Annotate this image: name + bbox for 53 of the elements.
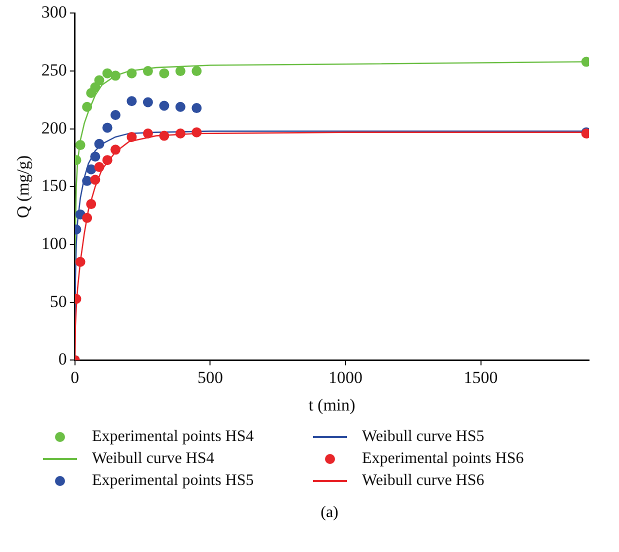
- y-tick-label: 150: [41, 176, 67, 196]
- point: [86, 164, 96, 174]
- legend-label: Experimental points HS4: [92, 428, 254, 446]
- y-tick-label: 50: [50, 292, 67, 311]
- point: [159, 100, 170, 111]
- y-tick-label: 200: [41, 118, 67, 138]
- point: [159, 68, 170, 78]
- legend-label: Experimental points HS5: [92, 472, 254, 490]
- point: [110, 70, 120, 81]
- point: [110, 110, 120, 120]
- point: [192, 103, 202, 114]
- point: [142, 66, 153, 76]
- y-axis-title: Q (mg/g): [14, 155, 33, 218]
- point: [94, 75, 104, 86]
- point: [94, 162, 104, 172]
- point: [126, 132, 137, 142]
- point: [90, 152, 100, 162]
- point: [102, 122, 112, 133]
- y-tick-label: 100: [41, 234, 67, 253]
- text: (a): [320, 504, 340, 522]
- point: [159, 130, 170, 141]
- x-tick-label: 1500: [464, 368, 498, 387]
- point: [192, 127, 202, 138]
- x-tick-label: 500: [197, 368, 223, 387]
- point: [126, 68, 137, 78]
- point: [175, 66, 186, 76]
- point: [192, 66, 202, 76]
- legend-label: Weibull curve HS4: [92, 450, 214, 468]
- point: [82, 102, 92, 112]
- point: [90, 174, 100, 185]
- y-tick-label: 300: [41, 2, 67, 22]
- point: [82, 176, 92, 186]
- point: [175, 128, 186, 138]
- x-axis-title: t (min): [308, 395, 356, 414]
- legend-label: Weibull curve HS6: [362, 472, 484, 490]
- legend-label: Experimental points HS6: [362, 450, 524, 468]
- point: [102, 68, 112, 78]
- x-tick-label: 1000: [328, 368, 362, 387]
- legend-label: Weibull curve HS5: [362, 428, 484, 446]
- point: [126, 96, 137, 106]
- x-tick-label: 0: [70, 368, 80, 387]
- point: [142, 128, 153, 138]
- y-tick-label: 250: [41, 60, 67, 80]
- point: [82, 212, 92, 223]
- point: [102, 155, 112, 166]
- point: [75, 140, 86, 150]
- point: [86, 199, 96, 210]
- point: [110, 144, 120, 155]
- y-tick-label: 0: [58, 350, 67, 369]
- point: [75, 256, 86, 267]
- point: [142, 97, 153, 108]
- point: [175, 102, 186, 112]
- point: [94, 138, 104, 149]
